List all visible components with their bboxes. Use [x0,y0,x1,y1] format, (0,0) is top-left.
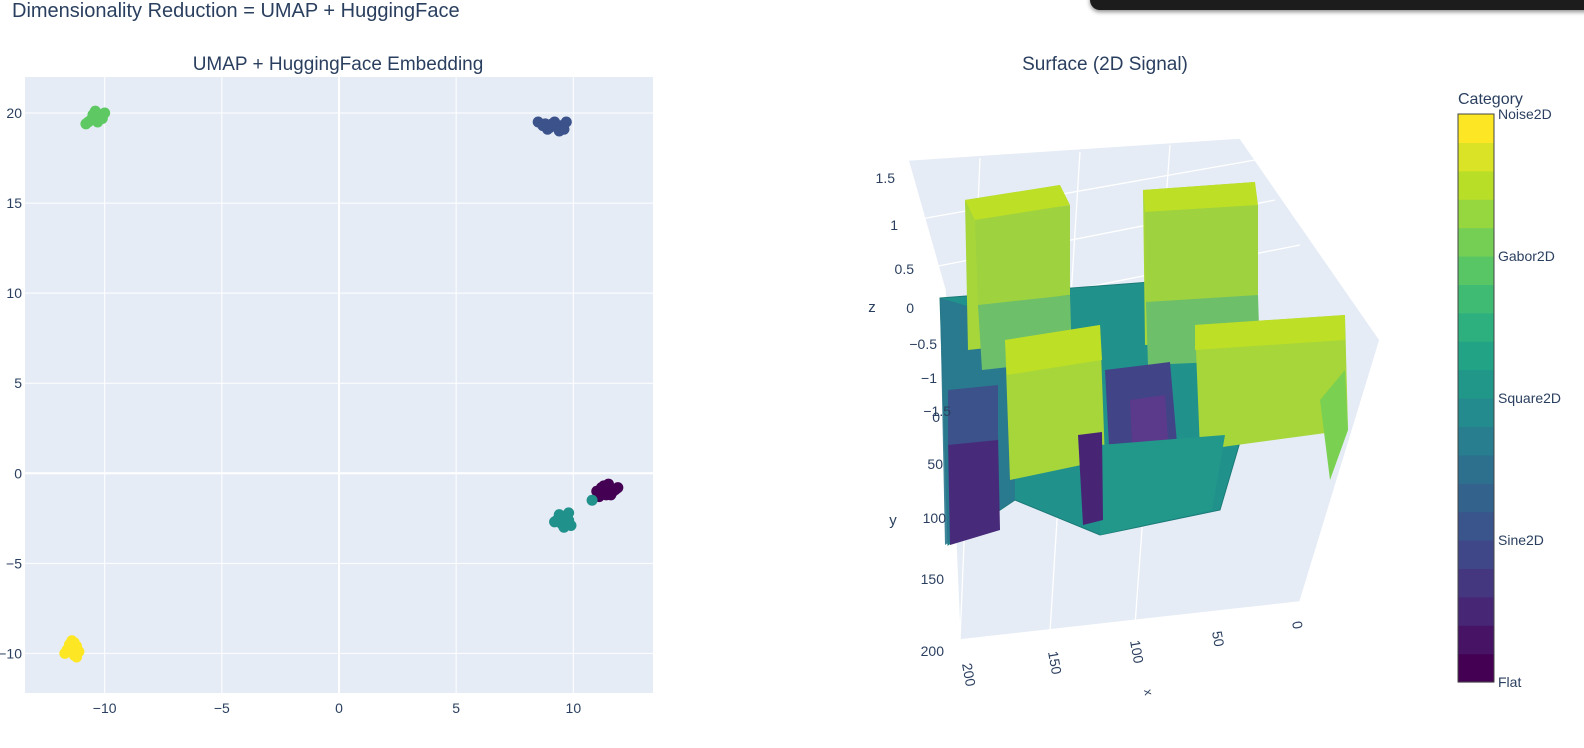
y-axis-title: y [889,512,897,529]
colorbar-gradient [1458,114,1494,683]
surface-mesh [939,182,1348,546]
z-tick: 1.5 [876,170,896,186]
y-tick-label: 10 [6,285,22,301]
colorbar-band [1458,596,1494,626]
scatter-point-square2d [563,514,575,526]
scatter-point-noise2d [66,644,78,656]
x-tick-label: −10 [93,700,117,716]
x-tick: 200 [959,662,979,688]
colorbar-tick-label: Noise2D [1498,106,1552,122]
page-title: Dimensionality Reduction = UMAP + Huggin… [12,0,460,22]
category-colorbar: Category Noise2D Gabor2D Square2D Sine2D Fla… [1457,91,1561,690]
colorbar-band [1458,540,1494,569]
x-tick-label: 5 [452,700,460,716]
colorbar-band [1458,653,1494,683]
colorbar-band [1458,483,1494,513]
z-axis-title: z [868,299,876,316]
x-tick-label: 0 [335,700,343,716]
scatter-tick-labels: −10 −5 0 5 10 −10 −5 0 5 10 15 20 [0,105,581,716]
y-tick-label: −5 [6,555,22,571]
y-tick-label: 0 [14,465,22,481]
x-axis-title: x [1141,688,1156,696]
scatter-title: UMAP + HuggingFace Embedding [193,54,484,75]
scatter-gridlines [25,77,653,693]
colorbar-tick-label: Gabor2D [1498,248,1555,264]
scatter-point-flat [595,487,607,499]
colorbar-band [1458,284,1494,314]
y-tick-label: 15 [6,195,22,211]
y-tick: 200 [921,643,945,659]
colorbar-band [1458,142,1494,172]
scatter-point-flat [612,482,624,494]
colorbar-band [1458,341,1494,371]
surface-z-ticks: 1.5 1 0.5 0 −0.5 −1 −1.5 z [868,170,951,419]
colorbar-frame [1457,113,1495,683]
x-tick: 150 [1045,650,1065,676]
x-tick: 100 [1127,639,1147,665]
colorbar-tick-label: Sine2D [1498,532,1544,548]
scatter-points [59,105,624,663]
x-tick-label: −5 [214,700,230,716]
colorbar-band [1458,398,1494,427]
surface-title: Surface (2D Signal) [1022,54,1188,75]
colorbar-tick-label: Square2D [1498,390,1561,406]
colorbar-title: Category [1458,91,1523,108]
scatter-point-gabor2d [82,116,94,128]
colorbar-band [1458,625,1494,655]
scatter-point-sine2d [553,125,565,137]
colorbar-band [1458,256,1494,285]
colorbar-band [1458,227,1494,257]
y-tick: 0 [932,409,940,425]
colorbar-band [1458,114,1494,143]
scatter-point-sine2d [546,118,558,130]
scatter-point-gabor2d [96,112,108,124]
z-tick: −1 [921,370,937,386]
x-tick-label: 10 [566,700,582,716]
z-tick: 0 [906,300,914,316]
umap-scatter-chart: UMAP + HuggingFace Embedding −10 −5 0 5 10−1… [0,54,653,716]
surface-3d-chart: Surface (2D Signal) [868,54,1381,697]
colorbar-band [1458,426,1494,456]
x-tick: 50 [1209,630,1227,648]
colorbar-band [1458,454,1494,484]
y-tick: 150 [921,571,945,587]
y-tick-label: 20 [6,105,22,121]
scatter-point-sine2d [537,120,549,132]
surface-y-ticks: 0 50 100 150 200 y [889,409,946,659]
colorbar-band [1458,312,1494,342]
colorbar-band [1458,199,1494,229]
scatter-point-square2d [586,494,598,506]
y-tick-label: 5 [14,375,22,391]
y-tick-label: −10 [0,645,22,661]
x-tick: 0 [1289,620,1306,631]
z-tick: 1 [890,217,898,233]
colorbar-band [1458,568,1494,598]
window-top-bar [1090,0,1584,10]
surface-x-ticks: 0 50 100 150 200 x [959,620,1306,697]
colorbar-band [1458,369,1494,399]
colorbar-tick-label: Flat [1498,674,1521,690]
scatter-point-gabor2d [89,105,101,117]
colorbar-band [1458,170,1494,200]
z-tick: −0.5 [909,336,937,352]
y-tick: 50 [927,456,943,472]
colorbar-tick-labels: Noise2D Gabor2D Square2D Sine2D Flat [1498,106,1561,690]
colorbar-band [1458,511,1494,541]
y-tick: 100 [923,510,947,526]
z-tick: 0.5 [895,261,915,277]
z-tick: −1.5 [923,403,951,419]
